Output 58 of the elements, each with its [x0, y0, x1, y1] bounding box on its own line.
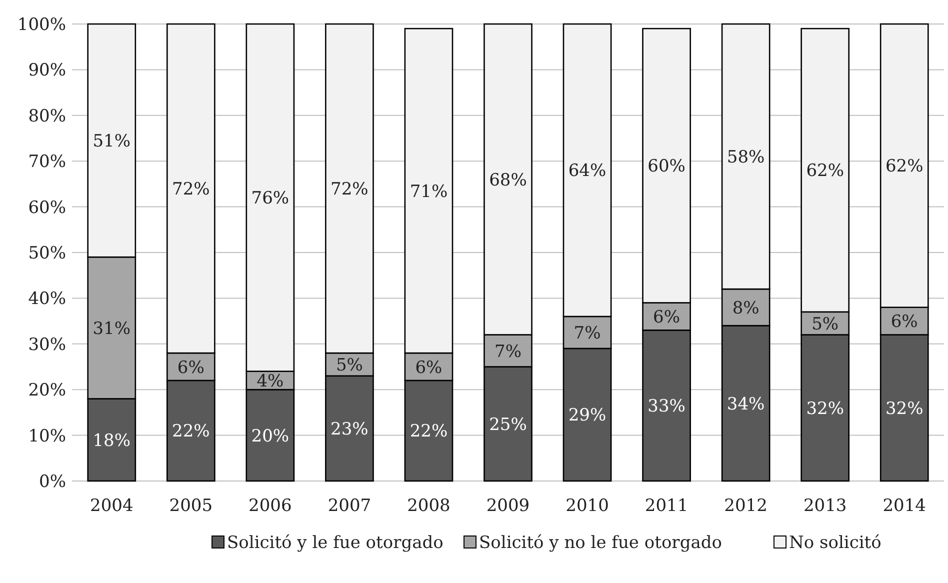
y-tick-label: 30% — [28, 334, 66, 355]
legend-label: No solicitó — [789, 533, 882, 553]
y-tick-label: 70% — [28, 152, 66, 172]
y-tick-label: 90% — [28, 60, 66, 81]
data-label: 7% — [574, 323, 601, 344]
data-label: 5% — [336, 355, 363, 376]
data-label: 58% — [726, 148, 765, 168]
data-label: 33% — [648, 396, 686, 417]
data-label: 34% — [726, 394, 765, 414]
y-tick-label: 80% — [28, 106, 66, 126]
data-label: 6% — [177, 358, 204, 378]
data-label: 76% — [251, 188, 290, 209]
y-tick-label: 40% — [28, 289, 66, 310]
y-tick-label: 10% — [28, 426, 66, 446]
data-label: 22% — [410, 422, 448, 442]
data-label: 7% — [494, 342, 522, 362]
data-label: 72% — [330, 180, 368, 200]
y-tick-label: 0% — [39, 472, 66, 492]
data-label: 25% — [489, 414, 527, 435]
x-tick-label: 2008 — [407, 496, 450, 516]
data-label: 32% — [806, 398, 844, 419]
x-tick-label: 2014 — [882, 496, 926, 516]
data-label: 31% — [92, 318, 131, 339]
data-label: 64% — [568, 161, 606, 182]
data-label: 22% — [172, 422, 210, 442]
data-label: 68% — [489, 170, 527, 190]
x-tick-label: 2013 — [803, 496, 847, 516]
x-tick-label: 2007 — [328, 496, 372, 516]
y-tick-label: 50% — [28, 244, 66, 264]
legend-label: Solicitó y le fue otorgado — [227, 533, 444, 553]
data-label: 6% — [653, 307, 680, 328]
data-label: 8% — [732, 298, 760, 318]
data-label: 20% — [251, 426, 290, 446]
x-tick-label: 2010 — [566, 496, 609, 516]
data-label: 29% — [568, 406, 606, 426]
x-tick-label: 2004 — [90, 496, 134, 516]
data-label: 18% — [92, 430, 131, 451]
data-label: 62% — [885, 156, 924, 177]
y-tick-label: 100% — [17, 15, 66, 35]
data-label: 5% — [812, 314, 839, 334]
data-label: 51% — [92, 132, 131, 152]
x-tick-label: 2005 — [169, 496, 213, 516]
data-label: 32% — [885, 398, 924, 419]
legend-label: Solicitó y no le fue otorgado — [479, 533, 722, 553]
y-tick-label: 60% — [28, 198, 66, 218]
data-label: 71% — [410, 182, 448, 202]
data-label: 23% — [330, 419, 368, 440]
data-label: 62% — [806, 161, 844, 182]
data-label: 4% — [256, 371, 284, 392]
data-label: 6% — [415, 358, 442, 378]
x-tick-label: 2011 — [644, 496, 688, 516]
data-label: 60% — [648, 156, 686, 177]
x-tick-label: 2012 — [724, 496, 768, 516]
x-tick-label: 2006 — [248, 496, 292, 516]
x-tick-label: 2009 — [486, 496, 530, 516]
data-label: 72% — [172, 180, 210, 200]
y-tick-label: 20% — [28, 380, 66, 401]
data-label: 6% — [890, 312, 918, 332]
